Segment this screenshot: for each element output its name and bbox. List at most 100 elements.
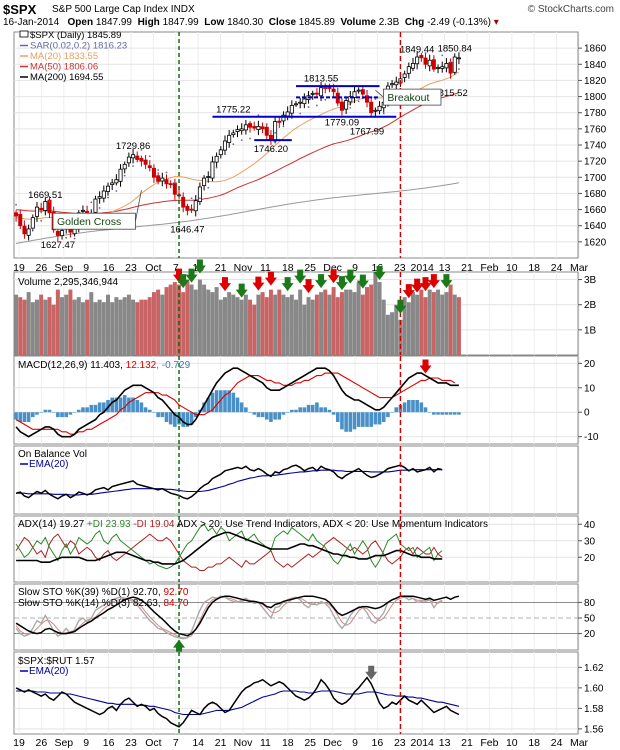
adx-title: ADX(14) 19.27 +DI 23.93 -DI 19.04 ADX > … bbox=[18, 519, 488, 530]
ratio-xtick-label: 25 bbox=[304, 737, 316, 749]
sar-dot bbox=[123, 174, 126, 177]
macd-histogram-bar bbox=[440, 412, 445, 415]
volume-bar bbox=[101, 302, 106, 355]
low-value: 1840.30 bbox=[227, 17, 264, 28]
volume-bar bbox=[22, 299, 27, 355]
ratio-xtick-label: 9 bbox=[83, 737, 89, 749]
volume-bar bbox=[172, 282, 177, 355]
price-annotation: 1813.55 bbox=[304, 74, 338, 85]
volume-bar bbox=[356, 282, 361, 355]
price-ytick-label: 1780 bbox=[584, 108, 607, 119]
price-legend-entry: MA(50) 1806.06 bbox=[30, 62, 98, 73]
candle-body bbox=[156, 175, 161, 182]
volume-bar bbox=[185, 279, 190, 355]
candle-body bbox=[231, 132, 236, 136]
candle-body bbox=[243, 124, 248, 131]
macd-histogram-bar bbox=[147, 409, 152, 413]
sar-dot bbox=[140, 148, 143, 151]
candle-body bbox=[281, 114, 286, 122]
sar-dot bbox=[73, 237, 76, 240]
macd-histogram-bar bbox=[164, 412, 169, 422]
candle-body bbox=[189, 208, 194, 211]
candle-body bbox=[268, 134, 273, 140]
macd-ytick-label: 0 bbox=[584, 408, 590, 419]
price-xtick-label: 19 bbox=[13, 262, 25, 274]
sar-dot bbox=[374, 98, 377, 100]
ratio-xtick-label: 13 bbox=[439, 737, 451, 749]
open-label: Open bbox=[67, 17, 94, 28]
volume-bar bbox=[360, 294, 365, 355]
volume-bar bbox=[214, 287, 219, 355]
volume-bar bbox=[289, 294, 294, 355]
price-ytick-label: 1740 bbox=[584, 141, 607, 152]
ratio-panel bbox=[13, 651, 579, 735]
candle-body bbox=[93, 198, 98, 213]
macd-histogram-bar bbox=[340, 412, 344, 430]
volume-bar bbox=[55, 289, 60, 355]
sar-dot bbox=[115, 190, 118, 192]
macd-signal-arrow bbox=[419, 359, 432, 374]
price-legend-entry: MA(200) 1694.55 bbox=[30, 72, 103, 83]
macd-histogram-bar bbox=[260, 412, 265, 418]
adx-line bbox=[16, 531, 443, 565]
volume-bar bbox=[348, 289, 353, 355]
price-annotation: 1669.51 bbox=[28, 190, 62, 201]
chart-symbol: $SPX bbox=[3, 2, 37, 17]
minus-di-line bbox=[15, 533, 443, 571]
candle-body bbox=[193, 200, 198, 212]
volume-bar bbox=[156, 289, 161, 355]
ratio-legend-entry: EMA(20) bbox=[29, 666, 68, 677]
ohlc-bar: 16-Jan-2014 Open 1847.99 High 1847.99 Lo… bbox=[3, 17, 499, 28]
candle-body bbox=[197, 186, 202, 203]
ratio-xtick-label: 10 bbox=[506, 737, 518, 749]
macd-histogram-bar bbox=[210, 392, 215, 413]
candle-body bbox=[218, 149, 223, 156]
macd-histogram-bar bbox=[381, 412, 386, 422]
macd-histogram-bar bbox=[377, 412, 382, 425]
price-xtick-label: 10 bbox=[506, 262, 518, 274]
ratio-xtick-label: 23 bbox=[394, 737, 406, 749]
macd-histogram-bar bbox=[386, 412, 390, 418]
candle-body bbox=[80, 209, 85, 212]
sto-title-part: Slow STO %K(14) %D(3) 82.63, bbox=[18, 598, 163, 609]
callout-pointer-1 bbox=[375, 89, 384, 98]
ratio-xtick-label: 23 bbox=[125, 737, 137, 749]
candle-body bbox=[344, 100, 349, 110]
obv-line bbox=[15, 464, 443, 500]
candle-body bbox=[252, 126, 257, 129]
candle-body bbox=[415, 56, 420, 65]
open-value: 1847.99 bbox=[95, 17, 132, 28]
macd-title: MACD(12,26,9) 11.403, 12.132, -0.729 bbox=[18, 360, 191, 371]
volume-bar bbox=[68, 289, 73, 355]
volume-bar bbox=[264, 297, 269, 355]
volume-bar bbox=[206, 289, 211, 355]
macd-histogram-bar bbox=[35, 412, 39, 415]
macd-histogram-bar bbox=[231, 392, 236, 413]
candle-body bbox=[126, 156, 131, 164]
volume-signal-arrow bbox=[264, 271, 277, 286]
volume-bar bbox=[85, 299, 90, 355]
sto-signal-arrow bbox=[173, 639, 186, 654]
candle-body bbox=[43, 201, 48, 211]
macd-histogram-bar bbox=[202, 402, 206, 413]
macd-histogram-bar bbox=[206, 397, 211, 413]
ratio-xtick-label: Sep bbox=[54, 737, 73, 749]
macd-histogram-bar bbox=[97, 402, 102, 413]
price-xtick-label: 7 bbox=[173, 262, 179, 274]
candle-body bbox=[365, 95, 370, 103]
price-xtick-label: Feb bbox=[480, 262, 498, 274]
macd-histogram-bar bbox=[369, 412, 373, 427]
macd-histogram-bar bbox=[248, 412, 252, 413]
macd-histogram-bar bbox=[127, 397, 131, 413]
price-xtick-label: 11 bbox=[260, 262, 271, 274]
candle-body bbox=[214, 155, 219, 163]
price-annotation: 1815.52 bbox=[433, 88, 467, 99]
volume-bar bbox=[193, 289, 198, 355]
macd-ytick-label: 10 bbox=[584, 383, 596, 394]
candle-body bbox=[239, 128, 244, 132]
candle-body bbox=[373, 109, 378, 112]
ratio-xtick-label: 16 bbox=[372, 737, 384, 749]
volume-bar bbox=[268, 289, 273, 355]
candle-body bbox=[327, 86, 332, 89]
sar-dot bbox=[98, 207, 101, 209]
